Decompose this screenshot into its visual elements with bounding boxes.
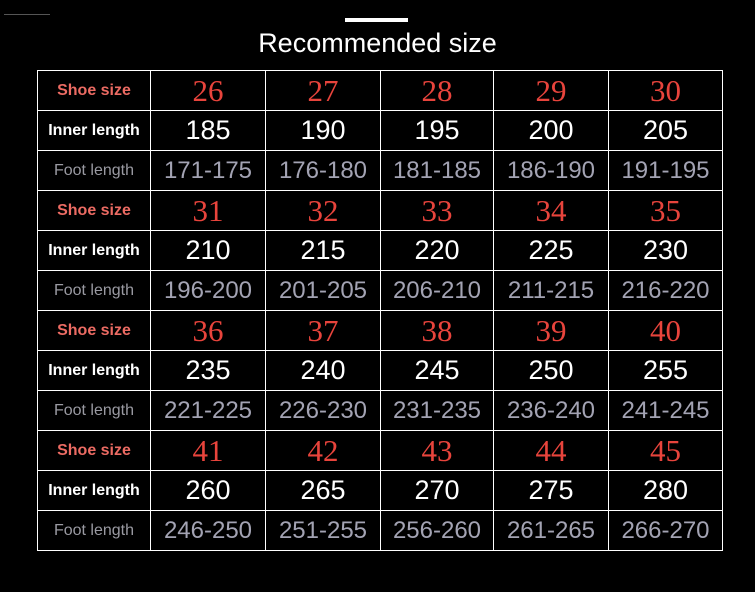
cell: 225: [494, 231, 609, 271]
cell: 26: [151, 71, 266, 111]
cell: 226-230: [266, 391, 381, 431]
cell: 28: [381, 71, 494, 111]
cell: 29: [494, 71, 609, 111]
row-label: Inner length: [38, 111, 151, 151]
row-label: Foot length: [38, 391, 151, 431]
cell: 251-255: [266, 511, 381, 551]
size-table: Shoe size 26 27 28 29 30 Inner length 185 190 195…: [37, 70, 723, 551]
cell: 190: [266, 111, 381, 151]
cell: 176-180: [266, 151, 381, 191]
cell: 201-205: [266, 271, 381, 311]
divider: [345, 18, 408, 22]
cell: 240: [266, 351, 381, 391]
cell: 206-210: [381, 271, 494, 311]
cell: 275: [494, 471, 609, 511]
cell: 171-175: [151, 151, 266, 191]
divider: [4, 14, 50, 15]
row-label: Inner length: [38, 471, 151, 511]
cell: 216-220: [609, 271, 723, 311]
cell: 191-195: [609, 151, 723, 191]
cell: 231-235: [381, 391, 494, 431]
cell: 245: [381, 351, 494, 391]
cell: 230: [609, 231, 723, 271]
cell: 220: [381, 231, 494, 271]
row-label: Shoe size: [38, 311, 151, 351]
cell: 255: [609, 351, 723, 391]
cell: 186-190: [494, 151, 609, 191]
cell: 36: [151, 311, 266, 351]
cell: 42: [266, 431, 381, 471]
cell: 235: [151, 351, 266, 391]
cell: 261-265: [494, 511, 609, 551]
cell: 200: [494, 111, 609, 151]
row-label: Shoe size: [38, 191, 151, 231]
cell: 210: [151, 231, 266, 271]
cell: 35: [609, 191, 723, 231]
row-label: Inner length: [38, 351, 151, 391]
row-label: Inner length: [38, 231, 151, 271]
cell: 41: [151, 431, 266, 471]
cell: 280: [609, 471, 723, 511]
cell: 45: [609, 431, 723, 471]
cell: 266-270: [609, 511, 723, 551]
row-label: Foot length: [38, 271, 151, 311]
cell: 211-215: [494, 271, 609, 311]
cell: 246-250: [151, 511, 266, 551]
cell: 256-260: [381, 511, 494, 551]
cell: 39: [494, 311, 609, 351]
row-label: Shoe size: [38, 71, 151, 111]
cell: 181-185: [381, 151, 494, 191]
cell: 270: [381, 471, 494, 511]
cell: 205: [609, 111, 723, 151]
cell: 27: [266, 71, 381, 111]
cell: 221-225: [151, 391, 266, 431]
cell: 260: [151, 471, 266, 511]
cell: 43: [381, 431, 494, 471]
cell: 250: [494, 351, 609, 391]
row-label: Foot length: [38, 511, 151, 551]
cell: 236-240: [494, 391, 609, 431]
cell: 34: [494, 191, 609, 231]
row-label: Foot length: [38, 151, 151, 191]
cell: 241-245: [609, 391, 723, 431]
cell: 37: [266, 311, 381, 351]
cell: 31: [151, 191, 266, 231]
cell: 33: [381, 191, 494, 231]
cell: 38: [381, 311, 494, 351]
cell: 30: [609, 71, 723, 111]
title: Recommended size: [258, 28, 497, 58]
row-label: Shoe size: [38, 431, 151, 471]
cell: 215: [266, 231, 381, 271]
cell: 32: [266, 191, 381, 231]
cell: 196-200: [151, 271, 266, 311]
cell: 265: [266, 471, 381, 511]
cell: 40: [609, 311, 723, 351]
cell: 195: [381, 111, 494, 151]
cell: 185: [151, 111, 266, 151]
cell: 44: [494, 431, 609, 471]
